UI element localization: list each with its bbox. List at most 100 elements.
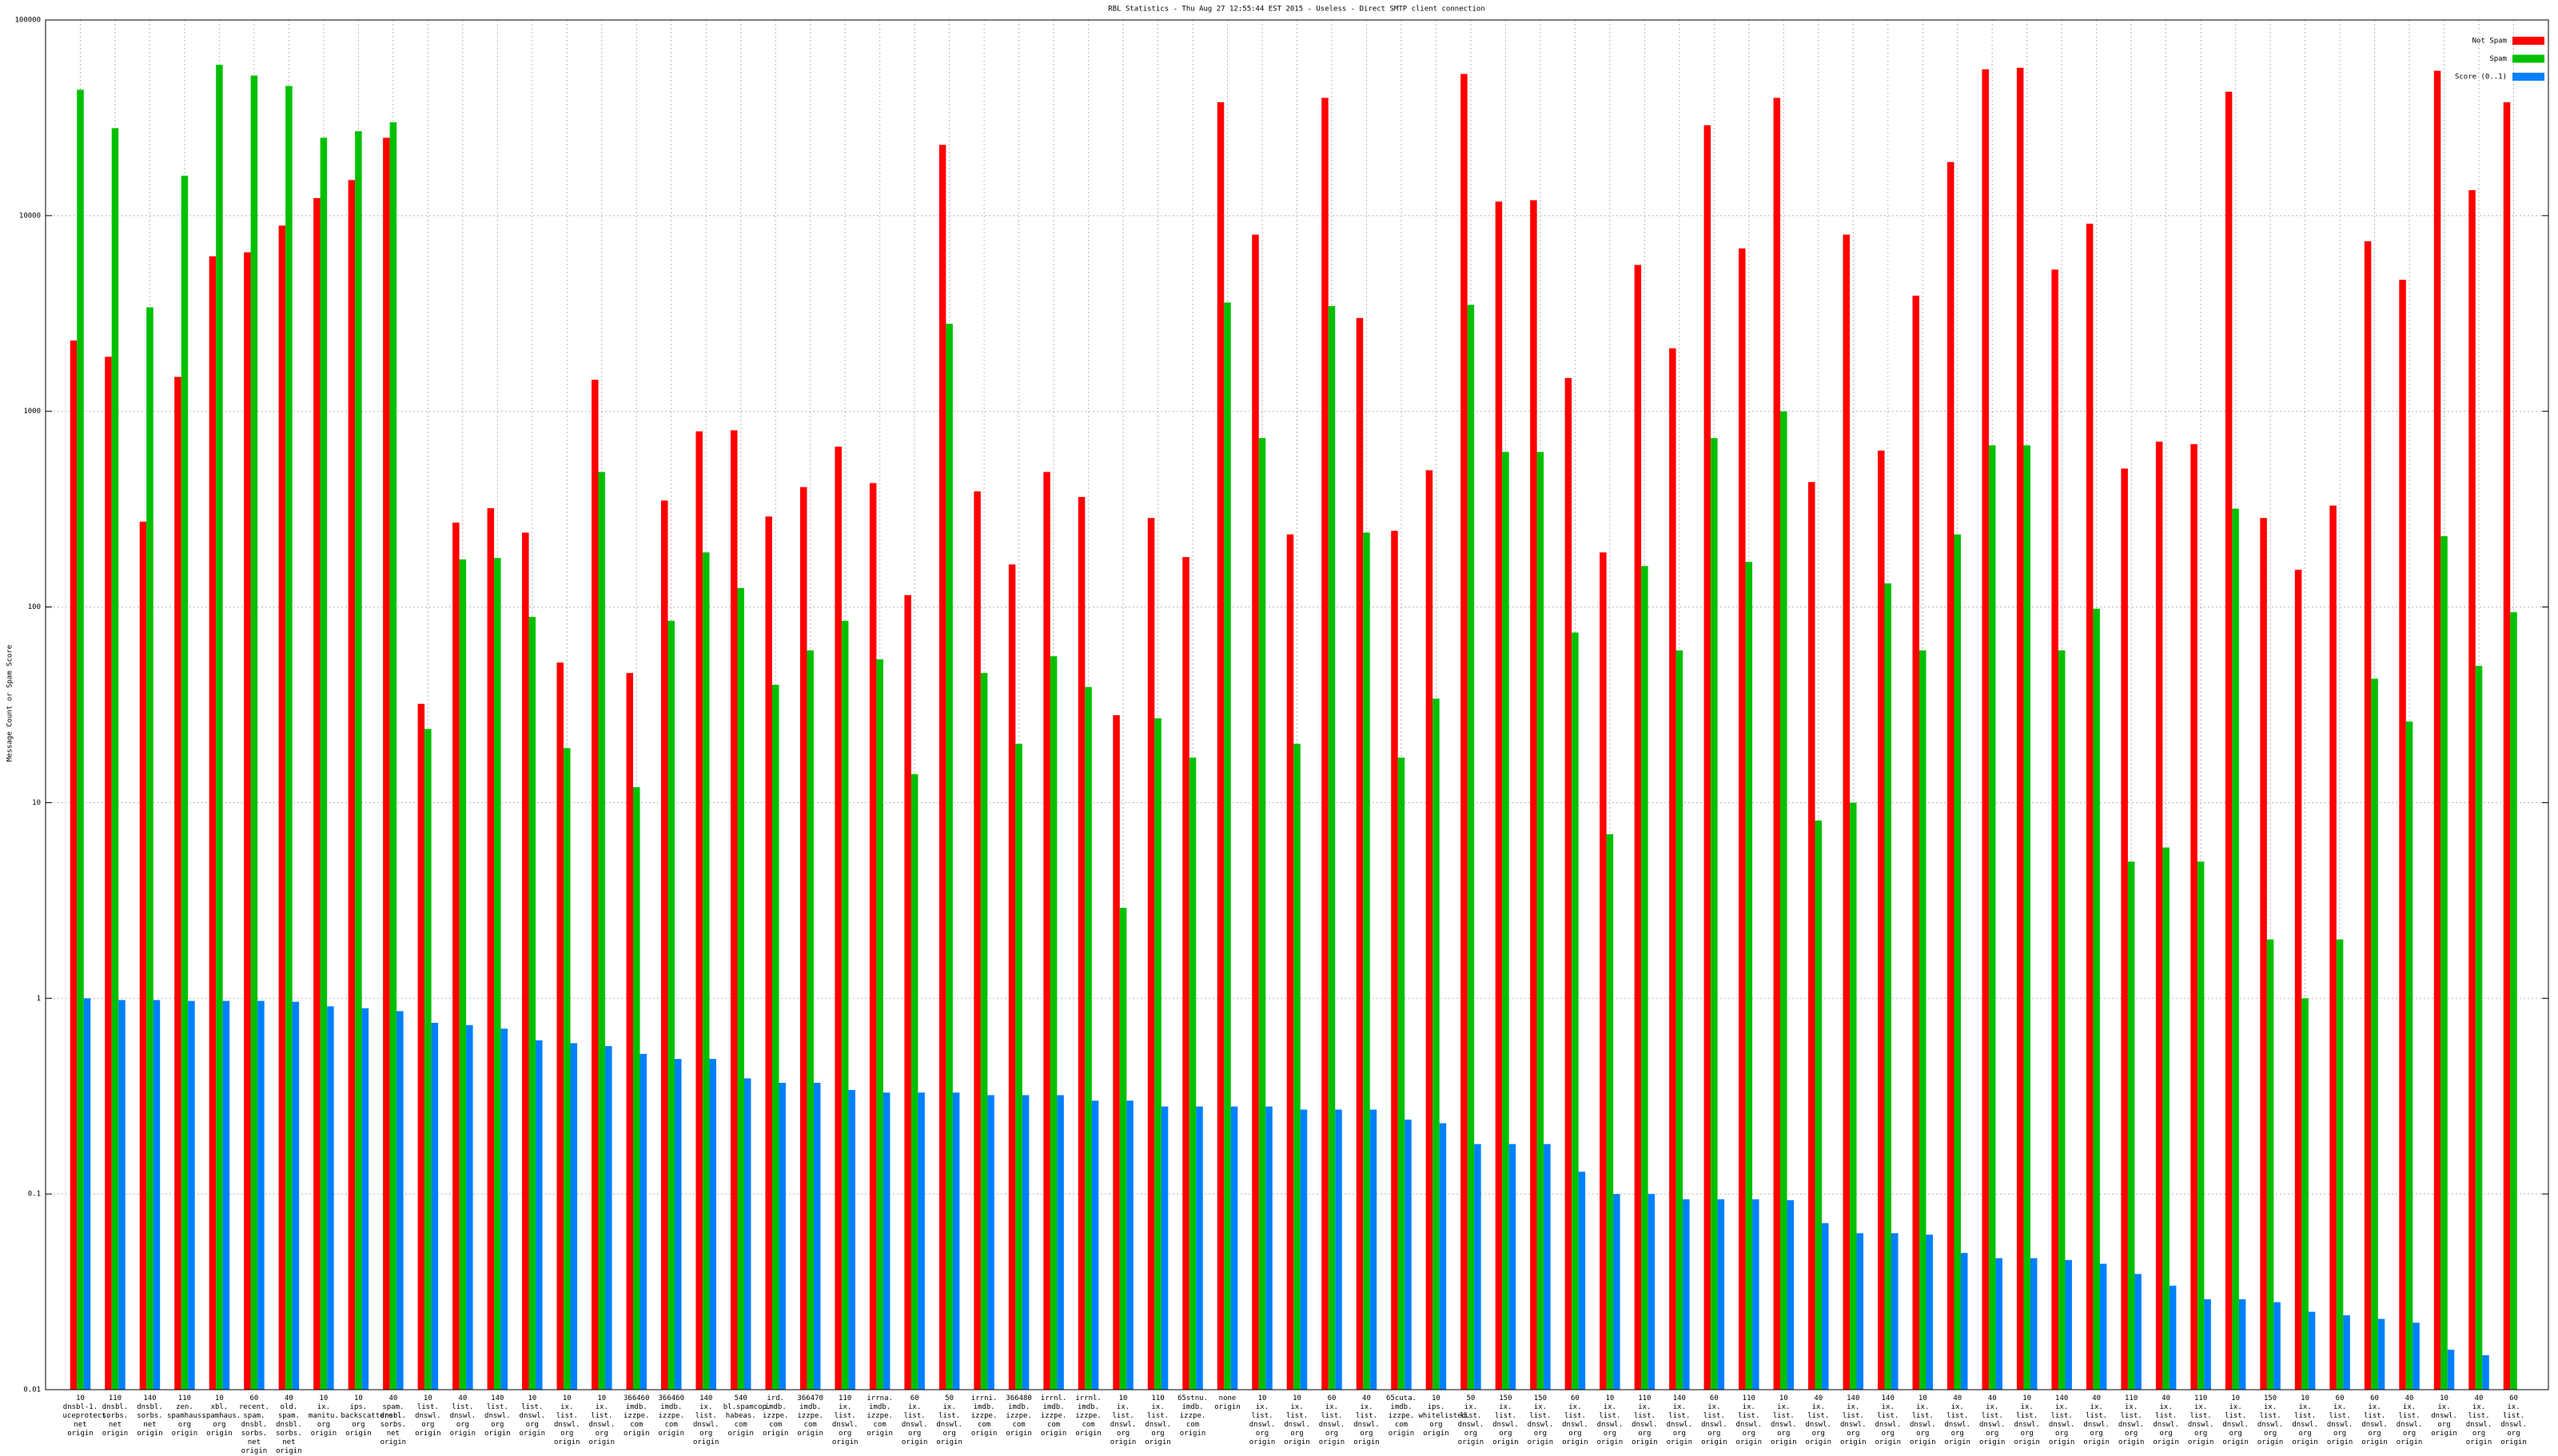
x-tick-label: 150 ix. list. dnswl. org origin <box>1492 1394 1519 1446</box>
bar <box>1600 552 1607 1390</box>
bar <box>771 685 779 1390</box>
bar <box>209 256 217 1390</box>
bar <box>1613 1194 1620 1390</box>
x-tick-label: 40 ix. list. dnswl. org origin <box>2153 1394 2179 1446</box>
bar <box>2086 223 2094 1390</box>
x-tick-label: 10 ix. list. dnswl. org origin <box>554 1394 580 1446</box>
bar <box>2232 508 2239 1390</box>
bar <box>487 507 495 1390</box>
bar <box>2162 847 2170 1390</box>
bar <box>1946 161 1954 1390</box>
bar <box>2433 70 2441 1390</box>
bar <box>1822 1223 1829 1390</box>
bar <box>1606 833 1614 1390</box>
bar <box>1224 302 1231 1390</box>
bar <box>1113 714 1120 1390</box>
bar <box>564 748 571 1390</box>
x-tick-label: 110 ix. list. dnswl. org origin <box>2187 1394 2214 1446</box>
bar <box>396 1011 404 1390</box>
bar <box>452 522 460 1390</box>
bar <box>1432 698 1440 1390</box>
x-tick-label: 110 ix. list. dnswl. org origin <box>831 1394 859 1446</box>
bar <box>1878 450 1885 1390</box>
bar <box>188 1001 195 1390</box>
x-tick-label: 40 ix. list. dnswl. org origin <box>1978 1394 2006 1446</box>
bar <box>1460 74 1468 1390</box>
bar <box>2093 608 2100 1390</box>
bar <box>250 75 258 1390</box>
x-tick-label: 60 ix. list. dnswl. org origin <box>2326 1394 2353 1446</box>
bar <box>1745 562 1753 1390</box>
bar <box>1648 1194 1656 1390</box>
bar <box>2377 1319 2385 1390</box>
x-tick-label: 40 ix. list. dnswl. org origin <box>2465 1394 2492 1446</box>
bar <box>1182 557 1189 1390</box>
bar <box>626 673 634 1390</box>
bar <box>1502 452 1509 1390</box>
bar <box>2503 101 2511 1390</box>
x-tick-label: 10 ix. list. dnswl. org origin <box>2222 1394 2249 1446</box>
y-tick-label: 10 <box>32 799 41 807</box>
bar <box>598 471 606 1390</box>
bar <box>1960 1252 1968 1390</box>
bar <box>952 1092 960 1390</box>
bar <box>675 1059 682 1390</box>
bar <box>1669 348 1676 1390</box>
bar <box>1850 802 1857 1390</box>
bar <box>2447 1350 2455 1390</box>
bar <box>1739 248 1746 1390</box>
bar <box>1091 1100 1099 1390</box>
x-tick-label: 40 ix. list. dnswl. org origin <box>2396 1394 2423 1446</box>
bar <box>2336 939 2344 1390</box>
bar <box>2329 505 2337 1390</box>
bar <box>522 532 529 1390</box>
bar <box>918 1092 925 1390</box>
bar <box>980 673 988 1390</box>
y-tick-label: 0.01 <box>23 1386 41 1394</box>
bar <box>2197 861 2205 1390</box>
bar <box>876 659 883 1390</box>
x-tick-label: 110 ix. list. dnswl. org origin <box>2118 1394 2145 1446</box>
x-tick-label: 10 list. dnswl. org origin <box>415 1394 441 1438</box>
bar <box>83 998 91 1390</box>
bar <box>938 145 946 1390</box>
bar <box>2364 241 2372 1390</box>
bar <box>605 1046 612 1390</box>
bar <box>528 616 536 1390</box>
bar <box>1258 438 1266 1390</box>
x-tick-label: 140 ix. list. dnswl. org origin <box>1840 1394 1867 1446</box>
x-tick-label: 140 list. dnswl. org origin <box>484 1394 511 1438</box>
bar <box>1675 650 1683 1390</box>
bar <box>807 650 814 1390</box>
bar <box>1495 201 1503 1390</box>
x-tick-label: 65cuta. imdb. izzpe. com origin <box>1385 1394 1416 1438</box>
bar <box>869 483 877 1390</box>
x-tick-label: irrnl. imdb. izzpe. com origin <box>1040 1394 1067 1438</box>
legend-swatch <box>2512 73 2544 81</box>
x-tick-label: 40 ix. list. dnswl. org origin <box>1353 1394 1380 1446</box>
chart-title: RBL Statistics - Thu Aug 27 12:55:44 EST… <box>1108 6 1484 14</box>
bar <box>1711 438 1718 1390</box>
bar <box>1773 97 1781 1390</box>
bar <box>1230 1106 1238 1390</box>
bar <box>536 1040 543 1390</box>
bar <box>1926 1234 1933 1390</box>
bar <box>904 595 911 1390</box>
x-tick-label: 40 list. dnswl. org origin <box>449 1394 476 1438</box>
bar <box>1363 532 1370 1390</box>
bar <box>2475 666 2483 1390</box>
bar <box>1578 1172 1586 1390</box>
bar <box>216 65 223 1390</box>
bar <box>278 225 286 1390</box>
x-tick-label: 40 ix. list. dnswl. org origin <box>1805 1394 1832 1446</box>
x-tick-label: 150 ix. list. dnswl. org origin <box>1527 1394 1554 1446</box>
bar <box>2155 441 2163 1390</box>
bar <box>2169 1285 2177 1390</box>
bar <box>2294 569 2302 1390</box>
bar <box>1752 1199 1759 1390</box>
bar <box>1189 758 1197 1390</box>
bar <box>743 1078 751 1390</box>
bar <box>285 86 293 1390</box>
bar <box>1078 496 1086 1390</box>
bar <box>765 516 772 1390</box>
